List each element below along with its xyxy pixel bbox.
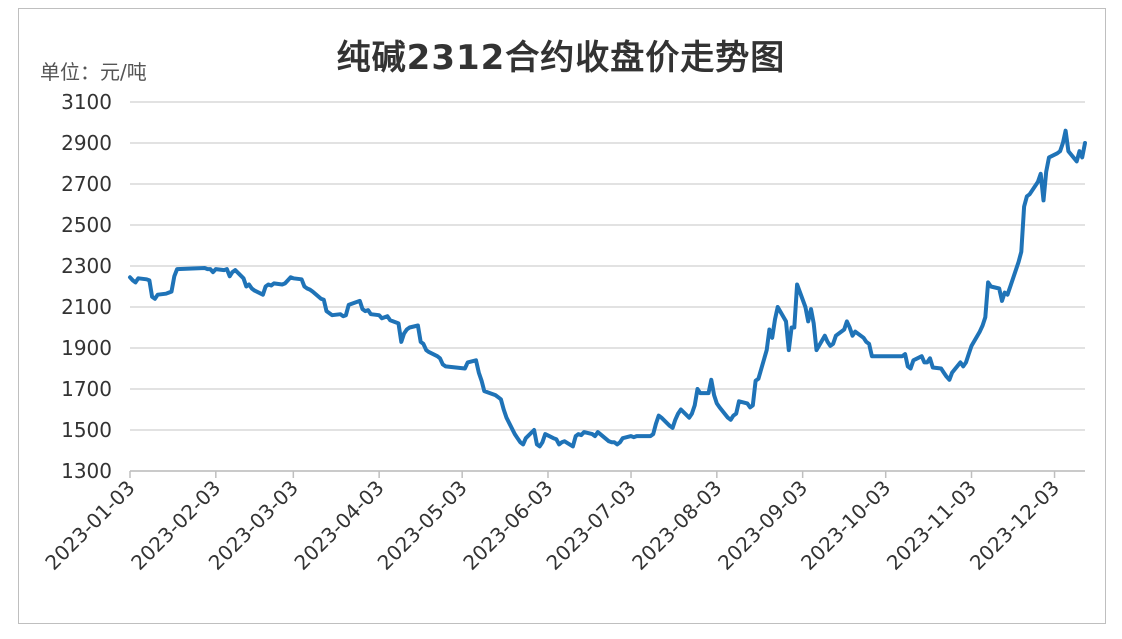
y-tick-label: 1900 [61, 336, 112, 360]
x-tick-label: 2023-05-03 [373, 476, 472, 575]
chart-frame [18, 8, 1106, 624]
x-tick-label: 2023-08-03 [627, 476, 726, 575]
y-tick-label: 2500 [61, 213, 112, 237]
y-tick-label: 2700 [61, 172, 112, 196]
chart-title: 纯碱2312合约收盘价走势图 [336, 38, 786, 78]
y-tick-label: 1300 [61, 459, 112, 483]
x-tick-label: 2023-07-03 [541, 476, 640, 575]
y-tick-label: 1700 [61, 377, 112, 401]
y-axis: 1300 1500 1700 1900 2100 2300 2500 2700 2900 3100 [61, 90, 112, 483]
x-tick-label: 2023-01-03 [40, 476, 139, 575]
y-tick-label: 2900 [61, 131, 112, 155]
x-tick-label: 2023-10-03 [796, 476, 895, 575]
series-layer [128, 128, 1087, 449]
y-tick-label: 3100 [61, 90, 112, 114]
x-axis [129, 470, 1085, 478]
y-tick-label: 2300 [61, 254, 112, 278]
x-tick-label: 2023-12-03 [965, 476, 1064, 575]
x-tick-labels: 2023-01-032023-02-032023-03-032023-04-03… [40, 476, 1064, 575]
unit-label: 单位：元/吨 [40, 60, 147, 84]
y-tick-label: 1500 [61, 418, 112, 442]
price-line [128, 128, 1087, 449]
y-tick-label: 2100 [61, 295, 112, 319]
gridlines [130, 101, 1085, 472]
